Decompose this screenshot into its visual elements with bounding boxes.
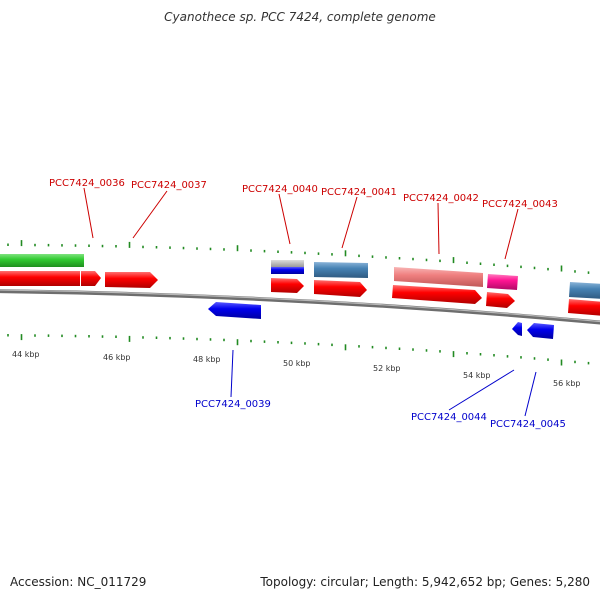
gene-magenta-0043[interactable] [487, 274, 518, 290]
gene-blue-0045[interactable] [527, 323, 554, 339]
gene-red-0040[interactable] [271, 278, 304, 293]
kbp-label: 48 kbp [193, 355, 221, 364]
gene-blue-0040[interactable] [271, 267, 304, 274]
kbp-label: 54 kbp [463, 371, 491, 380]
map-title: Cyanothece sp. PCC 7424, complete genome [164, 10, 436, 24]
gene-steelblue-right[interactable] [569, 282, 600, 299]
genome-backbone [0, 289, 600, 325]
gene-label-0037[interactable]: PCC7424_0037 [131, 180, 207, 191]
genome-summary-text: Topology: circular; Length: 5,942,652 bp… [260, 575, 590, 589]
gene-salmon-0042[interactable] [394, 267, 483, 287]
gene-label-0039[interactable]: PCC7424_0039 [195, 399, 271, 410]
gene-red-forward-1[interactable] [0, 271, 80, 286]
kbp-label: 52 kbp [373, 364, 401, 373]
gene-label-0040[interactable]: PCC7424_0040 [242, 184, 318, 195]
gene-steelblue-0041[interactable] [314, 262, 368, 278]
gene-red-forward-2[interactable] [81, 271, 101, 286]
gene-red-0041[interactable] [314, 280, 367, 297]
gene-blue-0044[interactable] [512, 322, 522, 336]
kbp-label: 50 kbp [283, 359, 311, 368]
kbp-label: 44 kbp [12, 350, 40, 359]
gene-label-0036[interactable]: PCC7424_0036 [49, 178, 125, 189]
gene-label-0045[interactable]: PCC7424_0045 [490, 419, 566, 430]
gene-green-upper[interactable] [0, 254, 84, 267]
gene-label-0042[interactable]: PCC7424_0042 [403, 193, 479, 204]
gene-label-0043[interactable]: PCC7424_0043 [482, 199, 558, 210]
kbp-label: 56 kbp [553, 379, 581, 388]
gene-blue-0039[interactable] [208, 302, 261, 319]
gene-red-0037[interactable] [105, 272, 158, 288]
gene-label-0041[interactable]: PCC7424_0041 [321, 187, 397, 198]
gene-red-0043[interactable] [486, 292, 515, 308]
tick-marks-upper [7, 240, 590, 274]
gene-red-right[interactable] [568, 299, 600, 316]
accession-text: Accession: NC_011729 [10, 575, 147, 589]
gene-label-0044[interactable]: PCC7424_0044 [411, 412, 487, 423]
gene-red-0042[interactable] [392, 285, 482, 304]
kbp-label: 46 kbp [103, 353, 131, 362]
gene-grey-0040[interactable] [271, 260, 304, 267]
tick-marks-lower [7, 334, 590, 366]
